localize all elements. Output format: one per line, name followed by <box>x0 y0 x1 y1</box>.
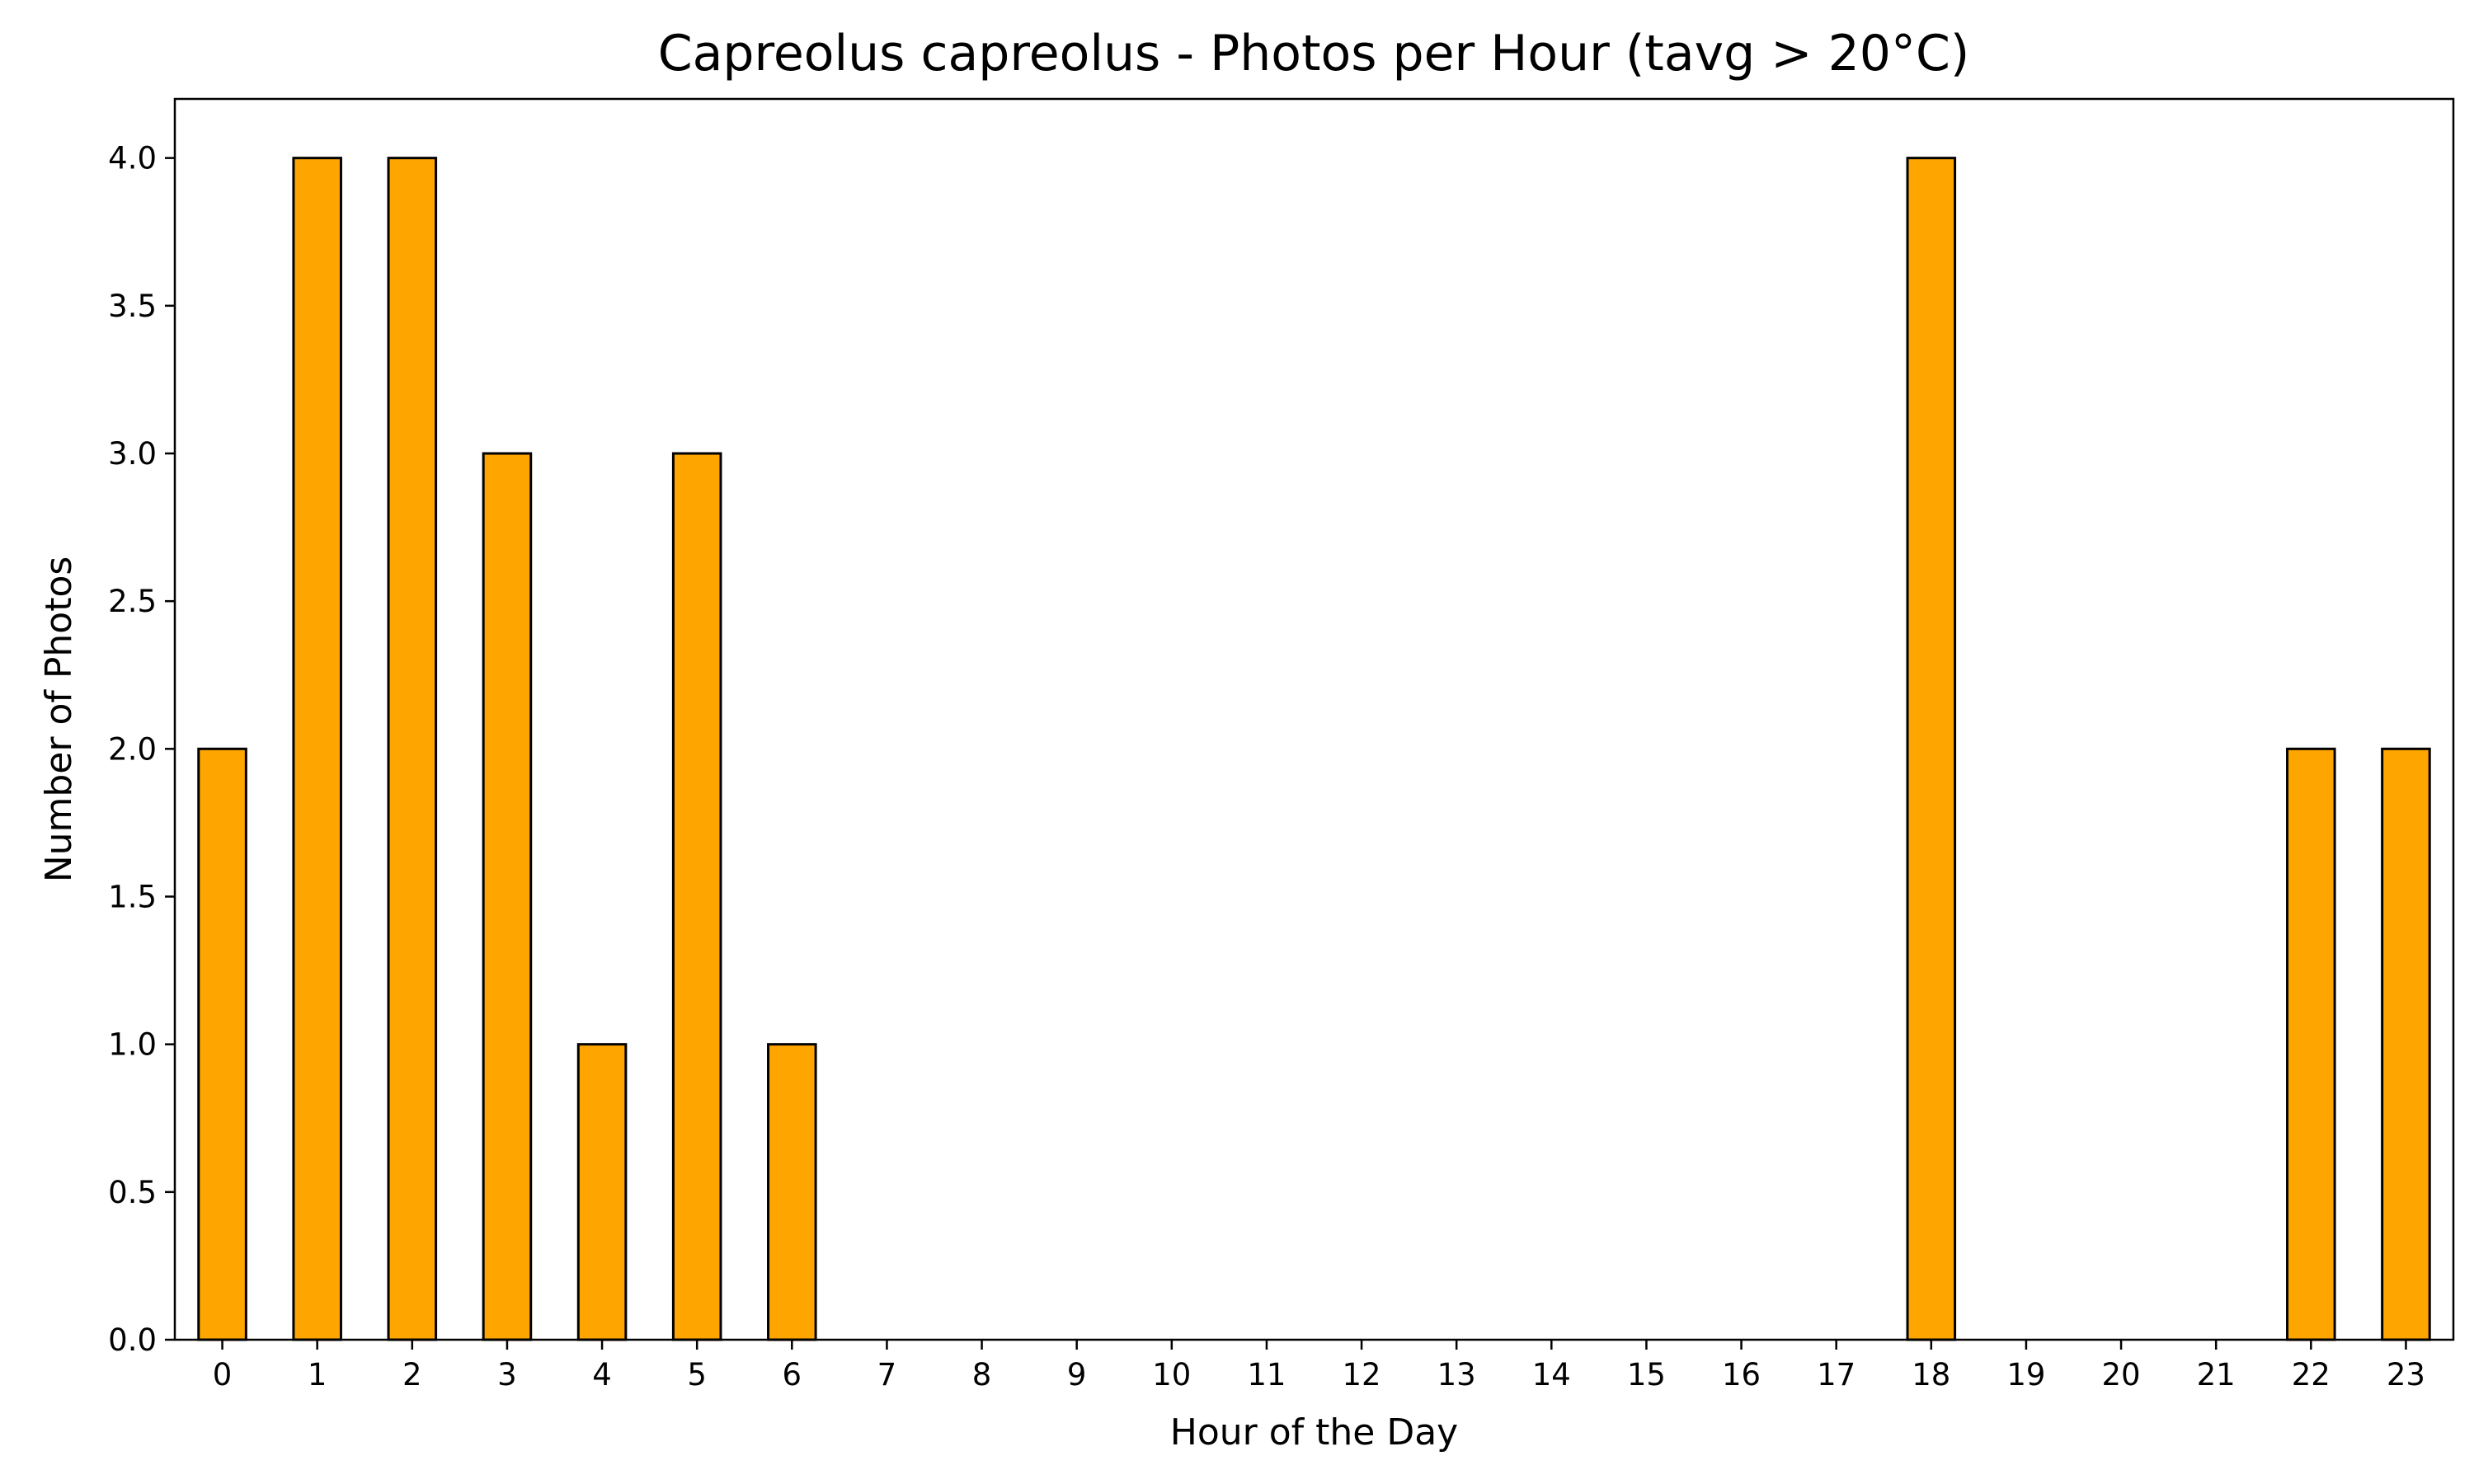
plot-frame <box>173 97 2455 1341</box>
y-tick-label: 3.5 <box>108 289 157 324</box>
bars <box>197 157 2431 1341</box>
x-tick-label: 19 <box>2006 1357 2045 1392</box>
x-tick-label: 7 <box>877 1357 897 1392</box>
x-tick-label: 12 <box>1343 1357 1381 1392</box>
y-tick-label: 4.0 <box>108 141 157 176</box>
y-tick-label: 0.0 <box>108 1322 157 1358</box>
bar-hour-22 <box>2286 747 2336 1341</box>
y-tick-label: 1.5 <box>108 880 157 915</box>
x-tick-label: 18 <box>1912 1357 1950 1392</box>
x-tick-label: 14 <box>1532 1357 1571 1392</box>
x-tick-label: 15 <box>1627 1357 1666 1392</box>
x-tick-label: 1 <box>308 1357 327 1392</box>
bar-hour-5 <box>671 452 722 1341</box>
x-tick-label: 0 <box>213 1357 233 1392</box>
x-tick-label: 23 <box>2387 1357 2425 1392</box>
x-tick-label: 6 <box>783 1357 802 1392</box>
x-tick-label: 20 <box>2102 1357 2141 1392</box>
x-tick-label: 16 <box>1722 1357 1761 1392</box>
y-axis-label: Number of Photos <box>38 556 80 883</box>
bar-hour-4 <box>576 1043 628 1341</box>
x-axis: 0 1 2 3 4 5 6 7 8 9 10 11 12 13 14 15 16 17 18 19 20 21 22 23 <box>213 1340 2425 1392</box>
y-tick-label: 2.5 <box>108 584 157 619</box>
y-tick-label: 1.0 <box>108 1027 157 1063</box>
bar-hour-2 <box>387 157 438 1341</box>
x-tick-label: 13 <box>1437 1357 1476 1392</box>
x-tick-label: 11 <box>1247 1357 1286 1392</box>
x-tick-label: 8 <box>972 1357 992 1392</box>
y-tick-label: 3.0 <box>108 436 157 472</box>
x-tick-label: 22 <box>2292 1357 2331 1392</box>
x-tick-label: 9 <box>1067 1357 1087 1392</box>
x-tick-label: 17 <box>1817 1357 1856 1392</box>
x-axis-label: Hour of the Day <box>1170 1411 1458 1453</box>
bar-hour-3 <box>482 452 533 1341</box>
y-tick-label: 2.0 <box>108 731 157 767</box>
x-tick-label: 10 <box>1152 1357 1191 1392</box>
bar-hour-1 <box>292 157 342 1341</box>
chart-title: Capreolus capreolus - Photos per Hour (t… <box>658 25 1970 82</box>
x-tick-label: 21 <box>2197 1357 2236 1392</box>
x-tick-label: 5 <box>687 1357 707 1392</box>
y-axis: 0.0 0.5 1.0 1.5 2.0 2.5 3.0 3.5 4.0 <box>108 141 175 1358</box>
x-tick-label: 2 <box>402 1357 422 1392</box>
bar-hour-6 <box>767 1043 817 1341</box>
bar-hour-18 <box>1906 157 1957 1341</box>
x-tick-label: 3 <box>497 1357 517 1392</box>
x-tick-label: 4 <box>592 1357 612 1392</box>
bar-hour-0 <box>197 747 247 1341</box>
y-tick-label: 0.5 <box>108 1175 157 1210</box>
bar-hour-23 <box>2381 747 2431 1341</box>
